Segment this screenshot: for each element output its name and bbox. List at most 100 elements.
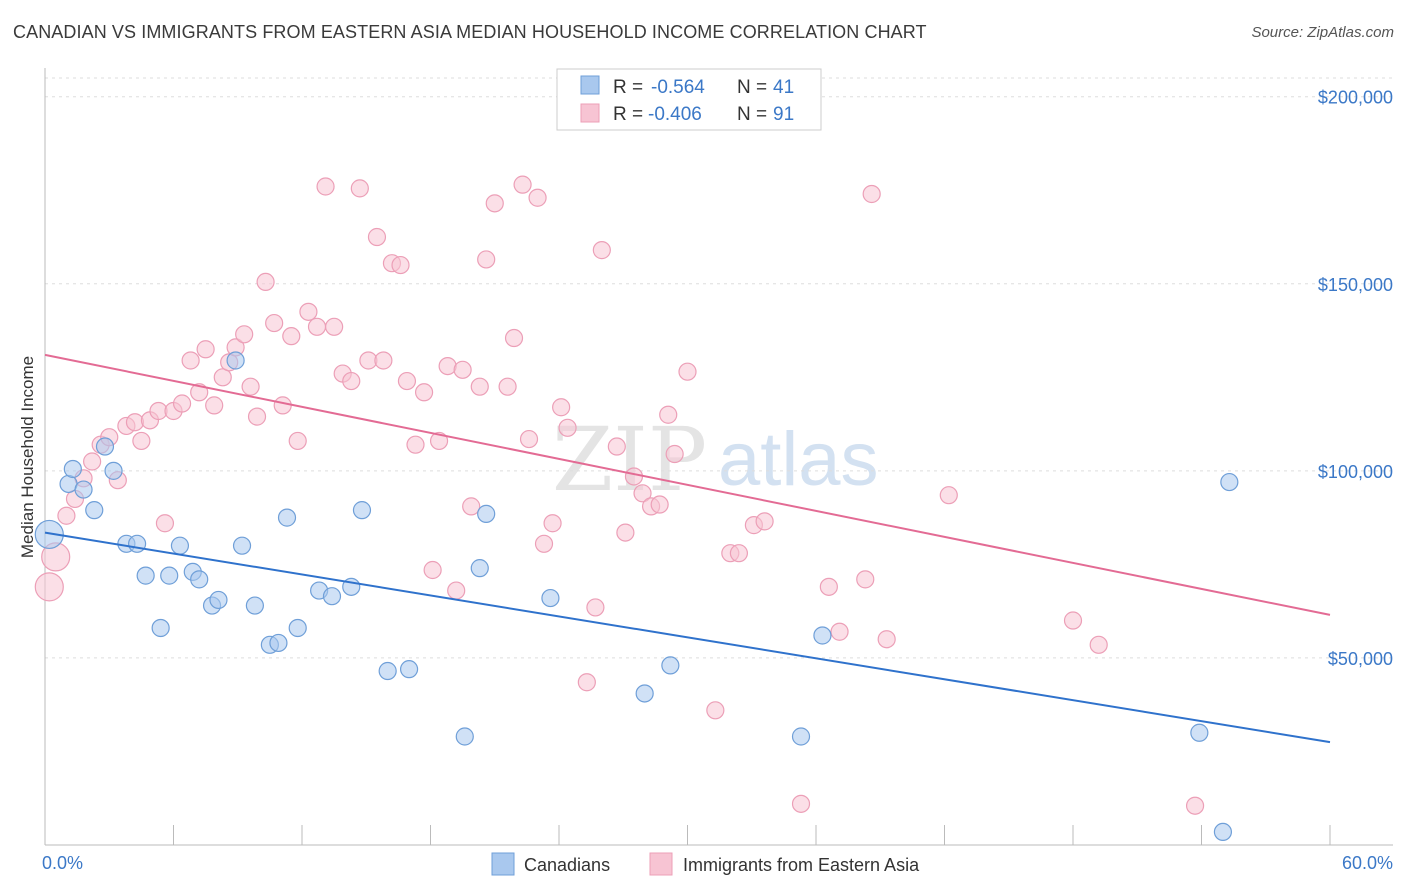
canadians-point-40: [1213, 822, 1233, 842]
immigrants-point-47: [423, 560, 442, 580]
canadians-point-2: [63, 459, 82, 479]
immigrants-point-2: [57, 506, 76, 525]
canadians-point-28: [378, 661, 397, 681]
immigrants-point-86: [862, 184, 881, 204]
immigrants-point-55: [485, 194, 504, 213]
immigrants-point-41: [374, 351, 393, 370]
canadians-point-6: [104, 461, 123, 480]
stats-legend-swatch-blue: [580, 75, 600, 95]
bottom-legend-swatch-canadians: [491, 852, 515, 876]
immigrants-point-48: [429, 431, 449, 451]
immigrants-point-16: [172, 394, 192, 413]
canadians-point-22: [277, 508, 297, 527]
canadians-point-36: [791, 727, 811, 746]
immigrants-point-67: [592, 241, 611, 260]
immigrants-point-45: [406, 435, 425, 454]
stats-legend-r-label-blue: R =: [613, 77, 643, 98]
chart-title: CANADIAN VS IMMIGRANTS FROM EASTERN ASIA…: [13, 22, 927, 42]
immigrants-point-37: [342, 371, 361, 391]
immigrants-point-32: [299, 302, 318, 321]
watermark-atlas: atlas: [718, 417, 879, 502]
immigrants-point-91: [1185, 796, 1205, 815]
canadians-point-34: [635, 684, 654, 703]
canadians-point-33: [541, 588, 560, 608]
immigrants-point-58: [513, 175, 532, 194]
canadians-point-30: [455, 727, 474, 746]
canadians-point-3: [74, 480, 93, 499]
immigrants-point-62: [543, 514, 562, 533]
stats-legend-swatch-pink: [580, 103, 600, 123]
bottom-legend-label-canadians: Canadians: [524, 855, 610, 875]
immigrants-point-43: [391, 255, 410, 275]
immigrants-point-0: [34, 572, 64, 602]
canadians-point-27: [352, 501, 372, 520]
canadians-point-32: [477, 504, 496, 523]
immigrants-point-14: [155, 514, 175, 533]
stats-legend-r-value-pink: -0.406: [648, 104, 702, 125]
x-tick-label-1: 60.0%: [1342, 853, 1393, 873]
immigrants-point-17: [181, 351, 200, 370]
canadians-point-18: [232, 536, 252, 555]
gridlines: [45, 77, 1393, 659]
immigrants-point-84: [830, 622, 849, 641]
immigrants-point-26: [247, 407, 267, 426]
canadians-point-25: [322, 587, 342, 606]
immigrants-point-21: [213, 368, 232, 387]
immigrants-point-63: [552, 398, 571, 417]
canadians-point-10: [151, 618, 170, 638]
canadians-point-31: [470, 559, 489, 578]
y-tick-label-3: $200,000: [1318, 88, 1393, 108]
y-tick-label-0: $50,000: [1328, 649, 1393, 669]
immigrants-point-75: [665, 444, 684, 464]
immigrants-point-29: [273, 396, 292, 415]
immigrants-point-87: [877, 630, 896, 649]
immigrants-point-27: [256, 272, 275, 292]
stats-legend-r-value-blue: -0.564: [651, 77, 705, 98]
immigrants-point-53: [470, 377, 489, 396]
immigrants-point-66: [586, 598, 605, 617]
immigrants-point-31: [288, 431, 307, 451]
canadians-point-11: [160, 566, 179, 585]
immigrants-point-51: [453, 360, 472, 379]
stats-legend-n-value-pink: 91: [773, 104, 794, 125]
watermark: ZIP atlas: [552, 408, 879, 511]
immigrants-point-69: [616, 523, 635, 542]
immigrants-point-30: [282, 327, 301, 346]
canadians-point-16: [209, 590, 228, 610]
y-tick-label-1: $100,000: [1318, 462, 1393, 482]
bottom-legend-swatch-immigrants: [649, 852, 673, 876]
canadians-point-23: [288, 618, 307, 638]
tick-labels: $50,000 $100,000 $150,000 $200,000 0.0% 60.0%: [42, 88, 1393, 873]
bottom-legend: Canadians Immigrants from Eastern Asia: [491, 852, 920, 876]
immigrants-point-25: [241, 377, 260, 396]
x-tick-label-0: 0.0%: [42, 853, 83, 873]
immigrants-point-18: [190, 383, 209, 402]
canadians-point-38: [1190, 723, 1209, 742]
immigrants-point-33: [307, 317, 327, 336]
immigrants-point-60: [528, 188, 547, 207]
immigrants-point-74: [659, 405, 678, 424]
immigrants-point-71: [633, 484, 652, 503]
immigrants-point-73: [650, 495, 669, 514]
immigrants-point-20: [205, 396, 224, 415]
immigrants-point-83: [819, 577, 838, 596]
immigrants-trend-line: [44, 353, 1331, 616]
bottom-legend-label-immigrants: Immigrants from Eastern Asia: [683, 855, 920, 875]
immigrants-point-28: [265, 313, 284, 333]
stats-legend-n-value-blue: 41: [773, 77, 794, 98]
immigrants-point-10: [125, 413, 145, 432]
canadians-point-14: [190, 570, 209, 589]
canadians-point-12: [170, 536, 190, 555]
immigrants-point-46: [414, 383, 434, 402]
immigrants-point-81: [755, 512, 774, 531]
immigrants-point-89: [1063, 611, 1083, 630]
immigrants-point-24: [235, 325, 254, 344]
immigrants-point-56: [498, 377, 517, 396]
canadians-point-9: [136, 566, 155, 585]
immigrants-point-88: [939, 486, 958, 505]
chart-source: Source: ZipAtlas.com: [1251, 24, 1394, 41]
canadians-point-19: [245, 596, 264, 615]
stats-legend-box: [556, 68, 822, 131]
y-axis-label: Median Household Income: [18, 356, 37, 558]
